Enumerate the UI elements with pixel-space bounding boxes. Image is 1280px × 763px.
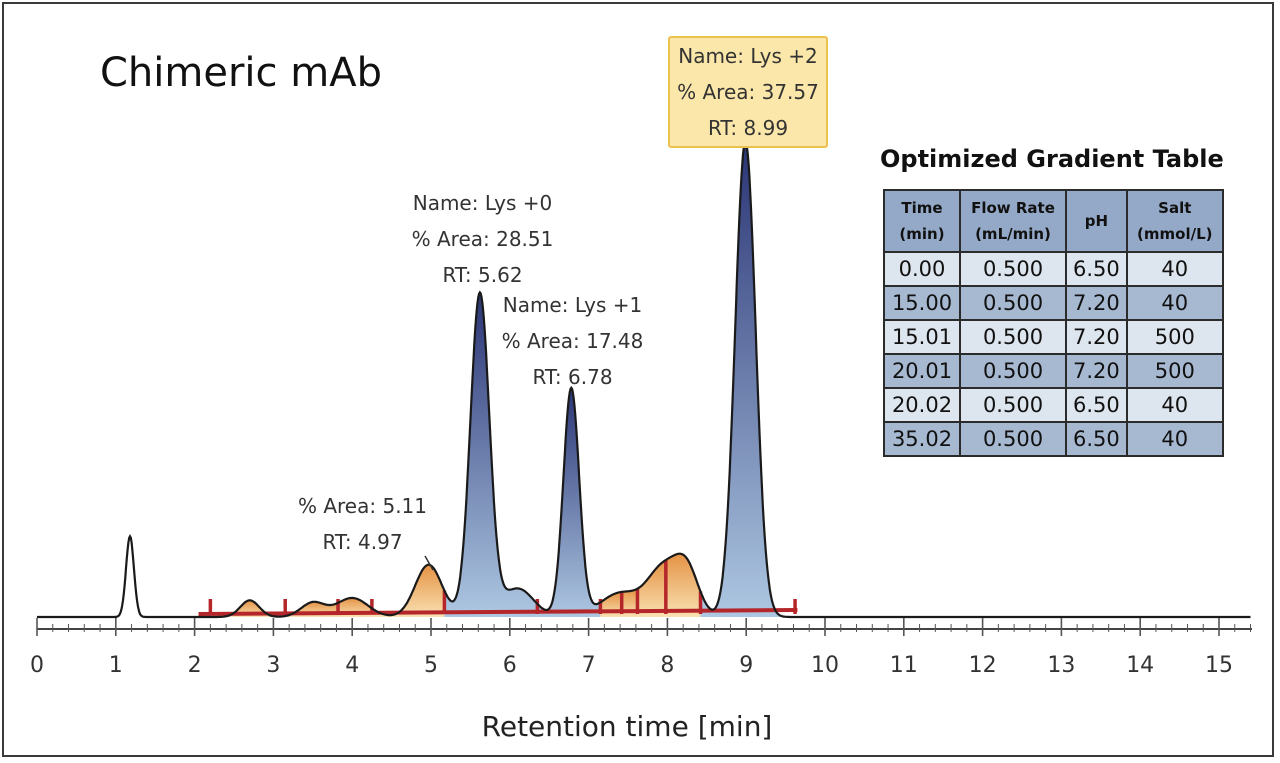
table-cell: 500 (1125, 353, 1224, 389)
gradient-table: Time (min) Flow Rate (mL/min) pH Salt (m… (883, 189, 1224, 457)
x-tick-label: 4 (345, 653, 359, 678)
x-tick-label: 2 (188, 653, 202, 678)
minor-peak-leader-line (424, 555, 434, 571)
annotation-lys0-area: % Area: 28.51 (411, 227, 554, 251)
chromatogram-trace (37, 139, 1251, 619)
table-cell: 7.20 (1065, 285, 1128, 321)
table-cell: 15.00 (883, 285, 961, 321)
table-cell: 0.500 (959, 251, 1067, 287)
integration-marks (208, 559, 797, 614)
annotation-lys2: Name: Lys +2 % Area: 37.57 RT: 8.99 (668, 36, 828, 148)
header-salt-label: Salt (1158, 199, 1192, 217)
x-tick-label: 12 (969, 653, 997, 678)
table-cell: 0.00 (883, 251, 961, 287)
table-row: 20.01 0.500 7.20 500 (883, 353, 1224, 389)
header-ph-label: pH (1084, 212, 1109, 230)
table-row: 15.01 0.500 7.20 500 (883, 319, 1224, 355)
table-cell: 40 (1125, 387, 1224, 423)
x-tick-label: 0 (30, 653, 44, 678)
table-cell: 15.01 (883, 319, 961, 355)
table-cell: 7.20 (1065, 353, 1128, 389)
table-cell: 0.500 (959, 421, 1067, 457)
header-flow-rate-label: Flow Rate (971, 199, 1055, 217)
x-tick-label: 3 (266, 653, 280, 678)
table-cell: 20.01 (883, 353, 961, 389)
annotation-lys1-name: Name: Lys +1 (502, 293, 643, 317)
header-time-unit: (min) (899, 225, 945, 243)
header-flow-rate: Flow Rate (mL/min) (959, 189, 1067, 253)
annotation-lys2-rt: RT: 8.99 (707, 116, 789, 140)
x-tick-label: 15 (1205, 653, 1233, 678)
minor-peak-fill (637, 560, 666, 617)
major-peak-fill (700, 142, 796, 617)
minor-peak-fill (371, 564, 445, 617)
table-cell: 6.50 (1065, 387, 1128, 423)
table-row: 35.02 0.500 6.50 40 (883, 421, 1224, 457)
table-cell: 0.500 (959, 387, 1067, 423)
x-tick-label: 13 (1047, 653, 1075, 678)
annotation-lys0: Name: Lys +0 % Area: 28.51 RT: 5.62 (400, 185, 565, 293)
header-time-label: Time (901, 199, 943, 217)
annotation-lys2-name: Name: Lys +2 (678, 44, 818, 68)
header-salt: Salt (mmol/L) (1125, 189, 1224, 253)
header-salt-unit: (mmol/L) (1137, 225, 1213, 243)
annotation-lys2-area: % Area: 37.57 (677, 80, 819, 104)
table-row: 0.00 0.500 6.50 40 (883, 251, 1224, 287)
table-cell: 6.50 (1065, 421, 1128, 457)
annotation-lys1: Name: Lys +1 % Area: 17.48 RT: 6.78 (490, 287, 655, 395)
header-flow-rate-unit: (mL/min) (975, 225, 1051, 243)
x-tick-label: 14 (1126, 653, 1154, 678)
x-tick-label: 7 (582, 653, 596, 678)
x-axis-label: Retention time [min] (482, 710, 773, 743)
x-tick-label: 10 (811, 653, 839, 678)
x-tick-label: 6 (503, 653, 517, 678)
table-cell: 6.50 (1065, 251, 1128, 287)
annotation-minor-peak: % Area: 5.11 RT: 4.97 (285, 488, 440, 560)
annotation-lys1-area: % Area: 17.48 (501, 329, 644, 353)
x-tick-label: 5 (424, 653, 438, 678)
table-cell: 35.02 (883, 421, 961, 457)
annotation-lys0-rt: RT: 5.62 (442, 263, 523, 287)
x-tick-label: 9 (739, 653, 753, 678)
table-cell: 40 (1125, 251, 1224, 287)
annotation-minor-area: % Area: 5.11 (297, 494, 427, 518)
table-row: 20.02 0.500 6.50 40 (883, 387, 1224, 423)
table-cell: 0.500 (959, 285, 1067, 321)
gradient-table-title: Optimized Gradient Table (880, 145, 1224, 173)
integration-baseline (198, 608, 798, 616)
x-tick-label: 11 (890, 653, 918, 678)
x-tick-label: 8 (660, 653, 674, 678)
x-tick-label: 1 (109, 653, 123, 678)
minor-peak-fill (665, 553, 701, 617)
annotation-lys0-name: Name: Lys +0 (412, 191, 553, 215)
table-cell: 500 (1125, 319, 1224, 355)
annotation-minor-rt: RT: 4.97 (322, 530, 403, 554)
minor-peak-fill (210, 600, 286, 617)
table-row: 15.00 0.500 7.20 40 (883, 285, 1224, 321)
table-cell: 20.02 (883, 387, 961, 423)
table-cell: 0.500 (959, 353, 1067, 389)
table-cell: 7.20 (1065, 319, 1128, 355)
table-cell: 40 (1125, 285, 1224, 321)
x-axis: 0 1 2 3 4 5 6 7 8 9 10 11 12 13 14 15 (30, 618, 1252, 678)
header-ph: pH (1065, 189, 1128, 253)
table-cell: 40 (1125, 421, 1224, 457)
chart-title: Chimeric mAb (100, 50, 382, 96)
annotation-lys1-rt: RT: 6.78 (532, 365, 613, 389)
table-cell: 0.500 (959, 319, 1067, 355)
header-time: Time (min) (883, 189, 961, 253)
major-peak-fill (537, 387, 601, 617)
gradient-table-header-row: Time (min) Flow Rate (mL/min) pH Salt (m… (883, 189, 1224, 253)
